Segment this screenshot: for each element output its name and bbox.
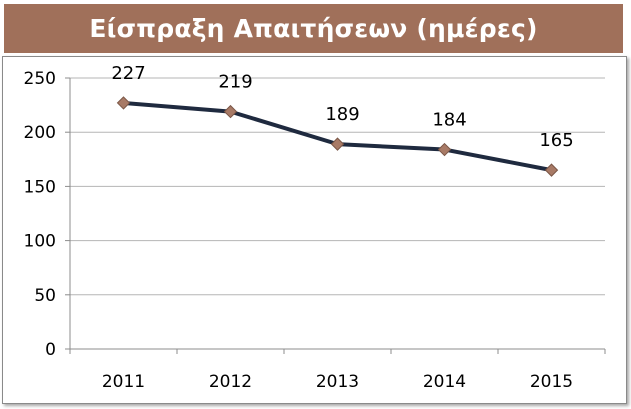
x-tick-label: 2014 [423, 372, 466, 392]
y-tick-label: 0 [45, 340, 56, 360]
data-point-marker [223, 104, 238, 119]
x-tick-label: 2013 [316, 372, 359, 392]
chart-frame [2, 56, 627, 404]
y-tick-label: 50 [34, 286, 56, 306]
chart-title-bar: Είσπραξη Απαιτήσεων (ημέρες) [4, 4, 623, 53]
y-tick-label: 100 [24, 232, 56, 252]
data-label: 227 [111, 63, 145, 84]
y-tick-label: 200 [24, 123, 56, 143]
x-tick-label: 2012 [209, 372, 252, 392]
data-point-marker [116, 96, 131, 110]
data-label: 189 [325, 104, 359, 125]
x-tick-label: 2011 [102, 372, 145, 392]
y-tick-label: 150 [24, 177, 56, 197]
y-tick-label: 250 [24, 69, 56, 89]
chart-title: Είσπραξη Απαιτήσεων (ημέρες) [89, 14, 538, 43]
data-label: 219 [218, 72, 252, 93]
x-tick-label: 2015 [530, 372, 573, 392]
data-point-marker [544, 163, 559, 177]
data-label: 184 [432, 110, 466, 131]
data-label: 165 [539, 130, 573, 151]
data-point-marker [330, 137, 345, 151]
data-point-marker [437, 142, 452, 157]
